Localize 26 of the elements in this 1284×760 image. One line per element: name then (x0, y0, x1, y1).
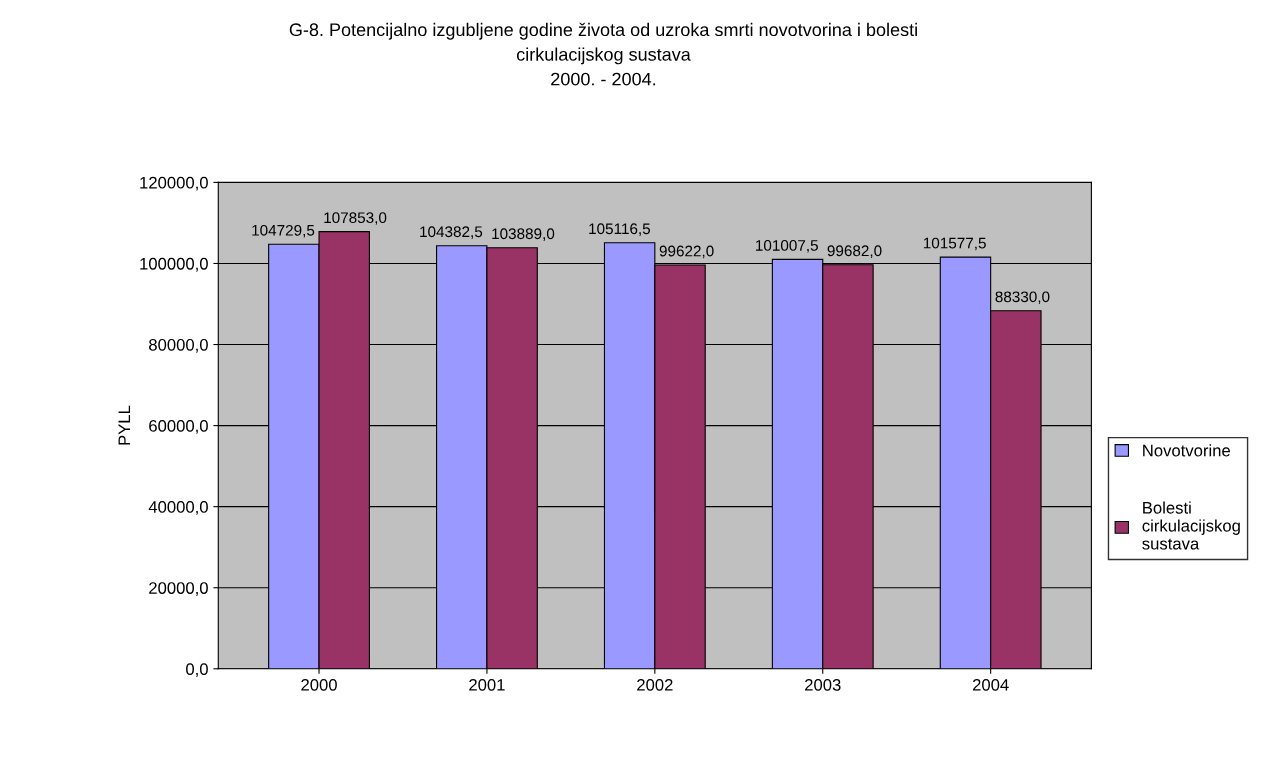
y-tick-label: 60000,0 (149, 420, 208, 434)
y-tick-label: 80000,0 (149, 338, 208, 353)
data-label: 105116,5 (589, 223, 651, 236)
x-tick-label: 2000 (301, 678, 337, 691)
y-axis-title: PYLL (118, 405, 131, 445)
y-tick-label: 40000,0 (148, 501, 208, 515)
data-label: 99682,0 (827, 245, 882, 258)
y-tick-label: 120000,0 (140, 176, 208, 191)
data-label: 107853,0 (324, 212, 387, 225)
y-tick-label: 100000,0 (140, 257, 208, 272)
x-tick-label: 2003 (805, 678, 841, 691)
legend-label: Novotvorine (1143, 444, 1230, 457)
chart-title: G-8. Potencijalno izgubljene godine života od uzroka smrti novotvorina i bolesti cirkulacijskog sustava 2000. - 2004. (289, 22, 917, 86)
data-label: 99622,0 (659, 245, 714, 259)
data-label: 104382,5 (420, 226, 483, 239)
x-tick-label: 2002 (637, 678, 673, 691)
legend-label: Bolesti cirkulacijskog sustava (1142, 501, 1240, 550)
data-label: 101007,5 (756, 239, 818, 253)
data-label: 103889,0 (492, 228, 555, 241)
y-tick-label: 0,0 (186, 663, 208, 677)
data-label: 88330,0 (995, 291, 1050, 304)
x-tick-label: 2001 (469, 678, 505, 691)
data-label: 101577,5 (923, 237, 986, 251)
y-tick-label: 20000,0 (149, 582, 208, 596)
data-label: 104729,5 (252, 224, 315, 238)
x-tick-label: 2004 (972, 678, 1009, 691)
